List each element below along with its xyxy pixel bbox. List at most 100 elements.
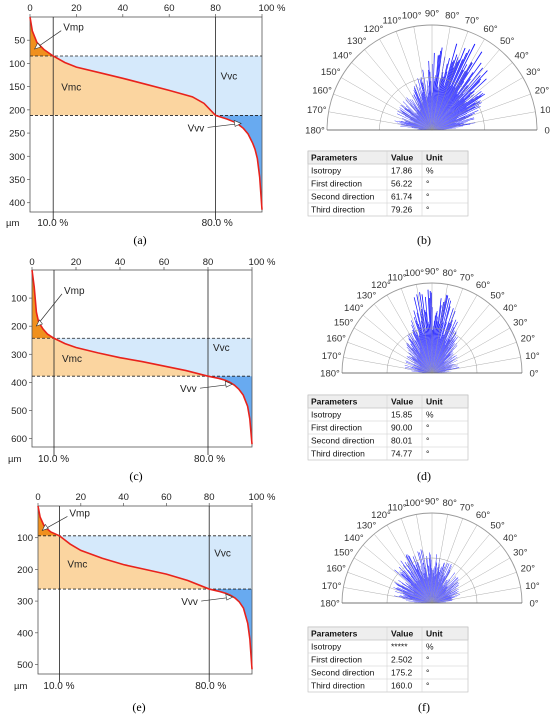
rose-bar bbox=[417, 551, 432, 603]
polar-spoke bbox=[431, 533, 491, 604]
rose-bar bbox=[397, 585, 432, 603]
rose-bar bbox=[409, 99, 432, 130]
rose-bar bbox=[432, 579, 459, 603]
rose-bar bbox=[432, 365, 458, 373]
rose-bar bbox=[418, 363, 432, 373]
rose-bar bbox=[431, 568, 432, 603]
rose-bar bbox=[412, 357, 432, 373]
rose-bar bbox=[432, 580, 447, 603]
rose-bar bbox=[432, 126, 463, 130]
rose-bar bbox=[405, 115, 432, 130]
rose-bar bbox=[432, 128, 456, 130]
rose-bar bbox=[399, 596, 432, 603]
rose-bar bbox=[432, 72, 474, 130]
rose-bar bbox=[420, 77, 432, 130]
table-header-cell: Parameters bbox=[311, 629, 358, 639]
rose-bar bbox=[418, 580, 432, 603]
polar-spoke bbox=[373, 303, 433, 374]
rose-bar bbox=[432, 47, 466, 130]
rose-bar bbox=[407, 554, 432, 603]
rose-bar bbox=[432, 76, 444, 130]
polar-angle-label: 170° bbox=[322, 581, 342, 592]
rose-bar bbox=[405, 121, 432, 130]
rose-bar bbox=[432, 75, 481, 130]
rose-bar bbox=[432, 360, 458, 373]
y-tick-label: 100 bbox=[17, 533, 33, 544]
rose-bar bbox=[432, 71, 448, 130]
x-tick-label: 80 bbox=[204, 492, 215, 503]
polar-spoke bbox=[431, 518, 463, 604]
rose-bar bbox=[407, 335, 432, 373]
x-tick-label: 80 bbox=[210, 3, 221, 14]
rose-bar bbox=[432, 322, 447, 373]
rose-bar bbox=[432, 85, 451, 130]
table-cell: First direction bbox=[311, 655, 362, 665]
x-tick-label: 40 bbox=[115, 257, 126, 268]
rose-bar bbox=[432, 568, 435, 603]
rose-bar bbox=[406, 583, 432, 603]
vmc-region bbox=[30, 56, 216, 116]
rose-bar bbox=[407, 345, 432, 373]
rose-bar bbox=[413, 600, 432, 603]
rose-bar bbox=[432, 591, 459, 603]
rose-bar bbox=[432, 592, 458, 603]
rose-bar bbox=[403, 570, 432, 603]
table-cell: ° bbox=[426, 655, 429, 665]
y-tick-label: 300 bbox=[9, 152, 25, 163]
rose-bar bbox=[428, 85, 432, 130]
rose-bar bbox=[416, 356, 432, 373]
polar-spoke bbox=[373, 533, 433, 604]
polar-spoke bbox=[401, 518, 433, 604]
rose-bar bbox=[432, 322, 444, 373]
y-tick-label: 500 bbox=[17, 660, 33, 671]
rose-bar bbox=[432, 63, 448, 130]
rose-bar bbox=[432, 336, 457, 373]
rose-bar bbox=[399, 595, 432, 603]
rose-bar bbox=[432, 581, 439, 603]
x-tick-label: 0 bbox=[29, 257, 34, 268]
abbott-curve-chart-c: 0 20 40 60 80 100 % 100 200 300 400 500 600 µm 10.0 %… bbox=[8, 257, 276, 483]
rose-bar bbox=[432, 102, 476, 130]
rose-bar bbox=[432, 113, 468, 130]
table-header-cell: Value bbox=[391, 629, 413, 639]
y-tick-label: 100 bbox=[9, 59, 25, 70]
polar-spoke bbox=[416, 514, 433, 604]
panel-caption-e: (e) bbox=[132, 700, 145, 714]
rose-bar bbox=[417, 103, 432, 130]
x-tick-label: 20 bbox=[71, 257, 82, 268]
polar-angle-label: 10° bbox=[525, 351, 540, 362]
rose-bar bbox=[432, 100, 481, 130]
polar-spoke bbox=[343, 587, 433, 604]
rose-bar bbox=[404, 561, 432, 603]
table-cell: Isotropy bbox=[311, 410, 342, 420]
rose-bar bbox=[432, 321, 458, 373]
mr2-value-label: 80.0 % bbox=[202, 218, 233, 229]
rose-bar bbox=[432, 106, 475, 130]
polar-angle-label: 170° bbox=[307, 105, 327, 116]
rose-bar bbox=[432, 94, 458, 130]
y-tick-label: 400 bbox=[9, 198, 25, 209]
rose-bar bbox=[432, 586, 454, 603]
polar-angle-label: 50° bbox=[490, 520, 505, 531]
rose-bar bbox=[432, 321, 438, 373]
rose-bar bbox=[432, 586, 448, 603]
rose-bar bbox=[403, 595, 432, 603]
plot-frame bbox=[37, 505, 253, 675]
rose-bar bbox=[401, 571, 432, 603]
polar-angle-label: 110° bbox=[388, 273, 407, 284]
rose-bar bbox=[405, 594, 432, 603]
rose-bar bbox=[432, 71, 444, 130]
rose-bar bbox=[432, 596, 447, 603]
polar-angle-label: 20° bbox=[535, 85, 550, 96]
rose-bar bbox=[410, 575, 432, 603]
table-cell: 17.86 bbox=[391, 166, 413, 176]
polar-spoke bbox=[413, 26, 433, 131]
rose-bar bbox=[432, 563, 441, 603]
rose-bar bbox=[428, 93, 432, 130]
polar-spoke bbox=[351, 62, 433, 131]
rose-bar bbox=[420, 549, 432, 603]
polar-rose-chart-f: 0° 10° 20° 30° 40° 50°60°70°80°90°100°110°120… bbox=[320, 497, 540, 610]
rose-bar bbox=[423, 333, 432, 373]
rose-bar bbox=[432, 563, 445, 603]
rose-bar bbox=[419, 105, 432, 130]
